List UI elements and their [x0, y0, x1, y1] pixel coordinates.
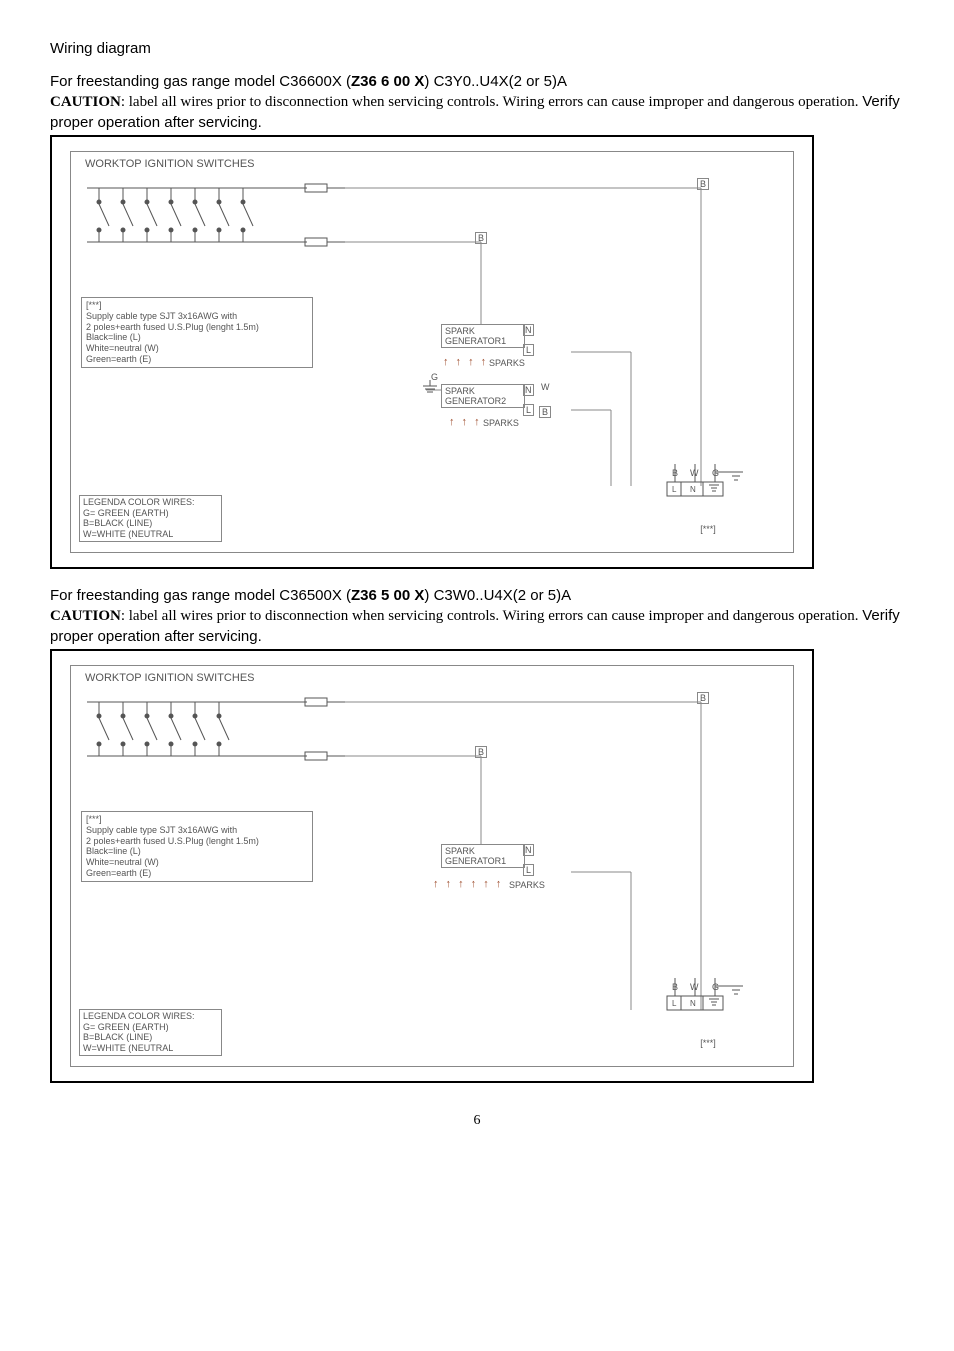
arrows2: ↑ ↑ ↑: [449, 416, 482, 428]
b-label-1a: B: [475, 232, 487, 244]
svg-text:L: L: [672, 485, 677, 494]
svg-text:N: N: [690, 999, 696, 1008]
b-label-1b: B: [697, 178, 709, 190]
cable-box-1: [***] Supply cable type SJT 3x16AWG with…: [81, 297, 313, 368]
svg-text:N: N: [690, 485, 696, 494]
cable2-l2: 2 poles+earth fused U.S.Plug (lenght 1.5…: [86, 836, 308, 847]
cable2-l5: Green=earth (E): [86, 868, 308, 879]
leg2-l2: B=BLACK (LINE): [83, 1032, 218, 1043]
wiring-diagram-2: WORKTOP IGNITION SWITCHES: [50, 649, 814, 1083]
cable2-l1: Supply cable type SJT 3x16AWG with: [86, 825, 308, 836]
spark1-label-2: SPARK GENERATOR1: [445, 846, 506, 866]
cable-l3: Black=line (L): [86, 332, 308, 343]
leg2-l3: W=WHITE (NEUTRAL: [83, 1043, 218, 1054]
w2: W: [541, 382, 550, 392]
cable2-l0: [***]: [86, 814, 308, 825]
b-label-2a: B: [475, 746, 487, 758]
cable2-l3: Black=line (L): [86, 846, 308, 857]
svg-text:L: L: [672, 999, 677, 1008]
leg-l2: B=BLACK (LINE): [83, 518, 218, 529]
plug-1: B W G L N [***]: [663, 464, 753, 534]
svg-text:W: W: [690, 982, 699, 992]
plug-ref-2: [***]: [663, 1038, 753, 1048]
model2-bold: Z36 5 00 X: [351, 587, 424, 604]
leg2-l1: G= GREEN (EARTH): [83, 1022, 218, 1033]
n1: N: [523, 324, 534, 336]
sparks1: SPARKS: [489, 358, 525, 368]
legend-box-1: LEGENDA COLOR WIRES: G= GREEN (EARTH) B=…: [79, 495, 222, 542]
b-label-2b: B: [697, 692, 709, 704]
model-line-2: For freestanding gas range model C36500X…: [50, 587, 904, 604]
leg2-l0: LEGENDA COLOR WIRES:: [83, 1011, 218, 1022]
wiring-diagram-1: WORKTOP IGNITION SWITCHES: [50, 135, 814, 569]
cable-l2: 2 poles+earth fused U.S.Plug (lenght 1.5…: [86, 322, 308, 333]
caution1-text: : label all wires prior to disconnection…: [121, 94, 862, 110]
n1-2: N: [523, 844, 534, 856]
leg-l3: W=WHITE (NEUTRAL: [83, 529, 218, 540]
caution-line-2: CAUTION: label all wires prior to discon…: [50, 606, 904, 647]
arrows1: ↑ ↑ ↑ ↑: [443, 356, 488, 368]
leg-l1: G= GREEN (EARTH): [83, 508, 218, 519]
sparks-2: SPARKS: [509, 880, 545, 890]
arrows-2: ↑ ↑ ↑ ↑ ↑ ↑: [433, 878, 503, 890]
leg-l0: LEGENDA COLOR WIRES:: [83, 497, 218, 508]
spark-gen1-box: SPARK GENERATOR1: [441, 324, 525, 348]
l1-2: L: [523, 864, 534, 876]
n2: N: [523, 384, 534, 396]
spark2-label: SPARK GENERATOR2: [445, 386, 506, 406]
model2-prefix: For freestanding gas range model C36500X…: [50, 587, 351, 604]
diagram2-frame: WORKTOP IGNITION SWITCHES: [70, 665, 794, 1067]
cable2-l4: White=neutral (W): [86, 857, 308, 868]
svg-text:B: B: [672, 468, 678, 478]
model2-suffix: ) C3W0..U4X(2 or 5)A: [424, 587, 571, 604]
plug-2: B W G L N [***]: [663, 978, 753, 1048]
b2: B: [539, 406, 551, 418]
l1: L: [523, 344, 534, 356]
page-heading: Wiring diagram: [50, 40, 904, 57]
cable-l4: White=neutral (W): [86, 343, 308, 354]
plug-ref-1: [***]: [663, 524, 753, 534]
model-line-1: For freestanding gas range model C36600X…: [50, 73, 904, 90]
legend-box-2: LEGENDA COLOR WIRES: G= GREEN (EARTH) B=…: [79, 1009, 222, 1056]
cable-l0: [***]: [86, 300, 308, 311]
page-number: 6: [50, 1113, 904, 1129]
cable-box-2: [***] Supply cable type SJT 3x16AWG with…: [81, 811, 313, 882]
g-mid: G: [431, 372, 438, 382]
caution2-text: : label all wires prior to disconnection…: [121, 608, 862, 624]
cable-l1: Supply cable type SJT 3x16AWG with: [86, 311, 308, 322]
spark1-label: SPARK GENERATOR1: [445, 326, 506, 346]
cable-l5: Green=earth (E): [86, 354, 308, 365]
l2: L: [523, 404, 534, 416]
svg-text:G: G: [712, 468, 719, 478]
diagram1-frame: WORKTOP IGNITION SWITCHES: [70, 151, 794, 553]
svg-text:B: B: [672, 982, 678, 992]
model1-bold: Z36 6 00 X: [351, 73, 424, 90]
spark-gen1-box-2: SPARK GENERATOR1: [441, 844, 525, 868]
model1-prefix: For freestanding gas range model C36600X…: [50, 73, 351, 90]
caution2-bold: CAUTION: [50, 608, 121, 624]
model1-suffix: ) C3Y0..U4X(2 or 5)A: [424, 73, 567, 90]
svg-text:W: W: [690, 468, 699, 478]
svg-text:G: G: [712, 982, 719, 992]
caution-line-1: CAUTION: label all wires prior to discon…: [50, 92, 904, 133]
spark-gen2-box: SPARK GENERATOR2: [441, 384, 525, 408]
sparks2: SPARKS: [483, 418, 519, 428]
caution1-bold: CAUTION: [50, 94, 121, 110]
ground-icon-1: [421, 380, 439, 396]
